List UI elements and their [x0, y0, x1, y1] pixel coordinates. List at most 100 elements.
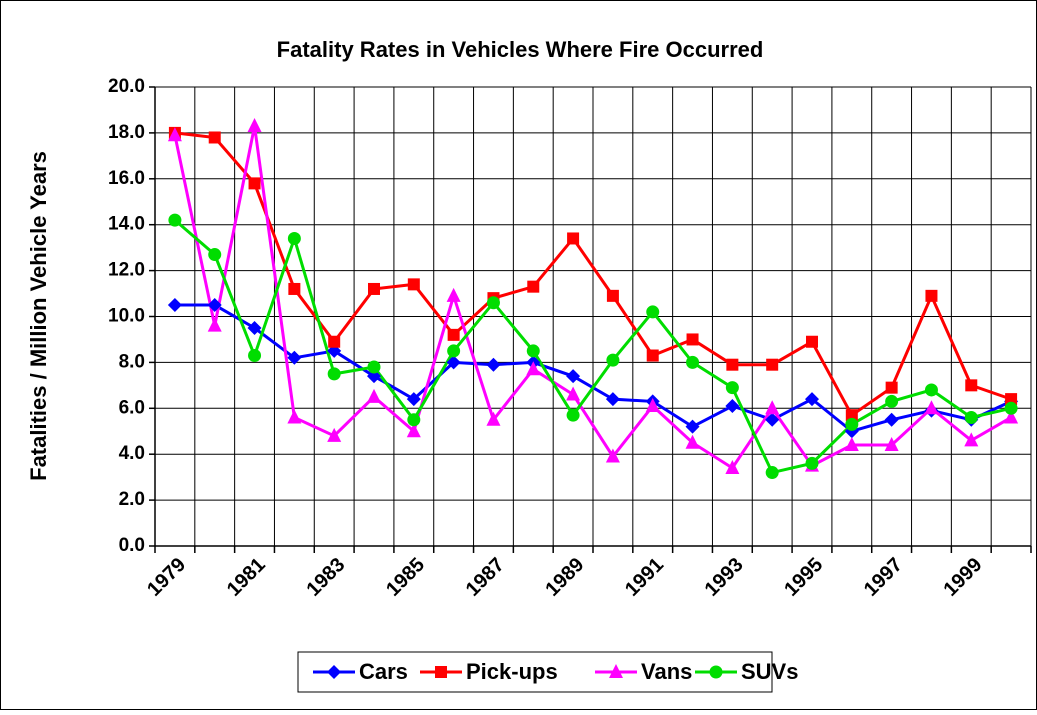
marker [805, 392, 819, 407]
marker [765, 400, 780, 415]
marker [367, 369, 381, 384]
marker [526, 344, 540, 358]
marker [327, 665, 341, 679]
marker [806, 335, 818, 348]
marker [207, 317, 222, 332]
marker [924, 400, 939, 415]
marker [766, 358, 779, 371]
marker [486, 296, 500, 310]
marker [486, 357, 501, 372]
marker [407, 413, 421, 427]
marker [685, 419, 700, 434]
marker [845, 409, 858, 422]
marker [446, 355, 461, 370]
marker [606, 289, 619, 302]
marker [686, 333, 699, 346]
y-axis-title: Fatalities / Million Vehicle Years [26, 151, 51, 481]
marker [447, 344, 461, 358]
series-line [173, 125, 1012, 471]
y-tick-label: 10.0 [108, 306, 145, 327]
marker [885, 394, 899, 408]
marker [965, 379, 978, 392]
marker [924, 383, 938, 397]
marker [406, 423, 421, 438]
marker [327, 427, 342, 442]
marker [845, 417, 859, 431]
marker [247, 320, 262, 335]
marker [287, 350, 302, 365]
marker [884, 412, 899, 427]
marker [208, 248, 222, 262]
marker [685, 434, 700, 449]
marker [328, 335, 341, 348]
marker [407, 278, 420, 291]
marker [844, 437, 859, 452]
chart-title: Fatality Rates in Vehicles Where Fire Oc… [277, 37, 764, 62]
y-tick-label: 8.0 [119, 351, 145, 372]
marker [527, 280, 540, 293]
marker [726, 358, 739, 371]
legend-label: Cars [359, 659, 408, 684]
marker [288, 282, 301, 295]
marker [287, 231, 301, 245]
marker [686, 355, 700, 369]
y-tick-label: 18.0 [108, 122, 145, 143]
marker [248, 349, 262, 363]
y-tick-label: 16.0 [108, 168, 145, 189]
marker [709, 665, 723, 679]
marker [327, 367, 341, 381]
y-tick-label: 6.0 [119, 397, 145, 418]
y-tick-label: 4.0 [119, 443, 145, 464]
marker [765, 412, 780, 427]
marker [208, 131, 221, 144]
marker [287, 409, 302, 424]
y-tick-label: 12.0 [108, 260, 145, 281]
marker [367, 360, 381, 374]
marker [964, 432, 979, 447]
marker [725, 459, 740, 474]
marker [435, 666, 447, 678]
legend-label: Pick-ups [466, 659, 558, 684]
marker [367, 388, 381, 403]
y-tick-label: 2.0 [119, 489, 145, 510]
marker [1004, 409, 1019, 424]
marker [1005, 393, 1018, 406]
marker [526, 361, 541, 376]
marker [248, 177, 261, 190]
marker [566, 408, 580, 422]
y-tick-label: 20.0 [108, 76, 145, 97]
marker [446, 287, 461, 302]
marker [406, 392, 421, 407]
marker [447, 328, 460, 341]
marker [167, 298, 182, 313]
marker [805, 456, 819, 470]
marker [964, 410, 978, 424]
marker [605, 392, 620, 407]
marker [725, 381, 739, 395]
marker [646, 349, 659, 362]
marker [486, 411, 501, 426]
marker [567, 232, 580, 245]
marker [609, 664, 623, 678]
marker [566, 369, 581, 384]
marker [606, 353, 620, 367]
marker [1004, 401, 1018, 415]
legend-box [297, 651, 773, 693]
legend-label: SUVs [741, 659, 798, 684]
marker [167, 127, 182, 142]
marker [725, 399, 740, 414]
marker [368, 282, 380, 295]
marker [247, 118, 262, 133]
legend-label: Vans [641, 659, 692, 684]
marker [645, 398, 660, 413]
marker [168, 213, 182, 227]
marker [207, 298, 222, 313]
marker [765, 466, 779, 480]
series-line [174, 131, 1012, 418]
marker [605, 448, 620, 463]
marker [925, 289, 938, 302]
marker [646, 305, 660, 319]
marker [885, 381, 898, 394]
